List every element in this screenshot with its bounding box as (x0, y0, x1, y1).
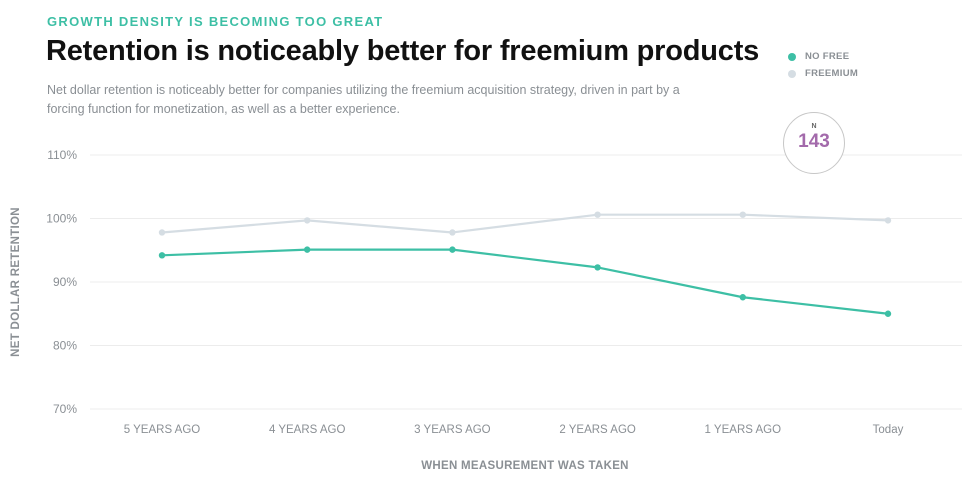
chart-eyebrow: GROWTH DENSITY IS BECOMING TOO GREAT (47, 14, 384, 29)
y-tick-label: 110% (47, 148, 77, 162)
data-point-freemium (158, 229, 166, 236)
data-point-freemium (884, 217, 892, 224)
legend-swatch-no-free-icon (788, 52, 796, 61)
data-point-no-free (739, 294, 746, 301)
y-tick-label: 70% (53, 402, 77, 416)
data-point-no-free (884, 310, 892, 317)
chart-subtitle: Net dollar retention is noticeably bette… (47, 83, 680, 116)
chart-title: Retention is noticeably better for freem… (46, 35, 760, 67)
series-freemium (158, 211, 892, 236)
data-point-no-free (594, 264, 601, 271)
y-tick-label: 90% (53, 275, 77, 289)
series-line-freemium (161, 213, 889, 234)
x-tick-label: Today (873, 424, 904, 436)
series-line-no-free (161, 248, 889, 315)
data-point-no-free (304, 246, 311, 253)
y-tick-label: 80% (53, 339, 77, 353)
legend-swatch-freemium-icon (788, 69, 796, 78)
data-point-freemium (594, 211, 601, 218)
x-axis-label: WHEN MEASUREMENT WAS TAKEN (421, 460, 629, 472)
data-point-no-free (158, 252, 166, 259)
legend: NO FREE FREEMIUM (788, 48, 858, 82)
x-tick-label: 2 YEARS AGO (559, 424, 636, 436)
data-point-freemium (304, 217, 311, 224)
sample-size-value: 143 (798, 131, 830, 152)
series-no-free (158, 246, 892, 317)
y-axis-label: NET DOLLAR RETENTION (10, 207, 22, 357)
legend-label: FREEMIUM (805, 68, 859, 79)
legend-label: NO FREE (805, 51, 850, 62)
x-tick-label: 1 YEARS AGO (705, 424, 782, 436)
data-point-freemium (449, 229, 456, 236)
sample-size-badge: N 143 (783, 112, 845, 174)
legend-item-no-free: NO FREE (788, 48, 858, 65)
legend-item-freemium: FREEMIUM (788, 65, 858, 82)
data-point-no-free (449, 246, 456, 253)
data-point-freemium (739, 211, 746, 218)
x-tick-label: 4 YEARS AGO (269, 424, 346, 436)
sample-size-label: N (811, 123, 817, 130)
x-tick-label: 5 YEARS AGO (124, 424, 201, 436)
y-tick-label: 100% (46, 212, 77, 226)
x-tick-label: 3 YEARS AGO (414, 424, 491, 436)
